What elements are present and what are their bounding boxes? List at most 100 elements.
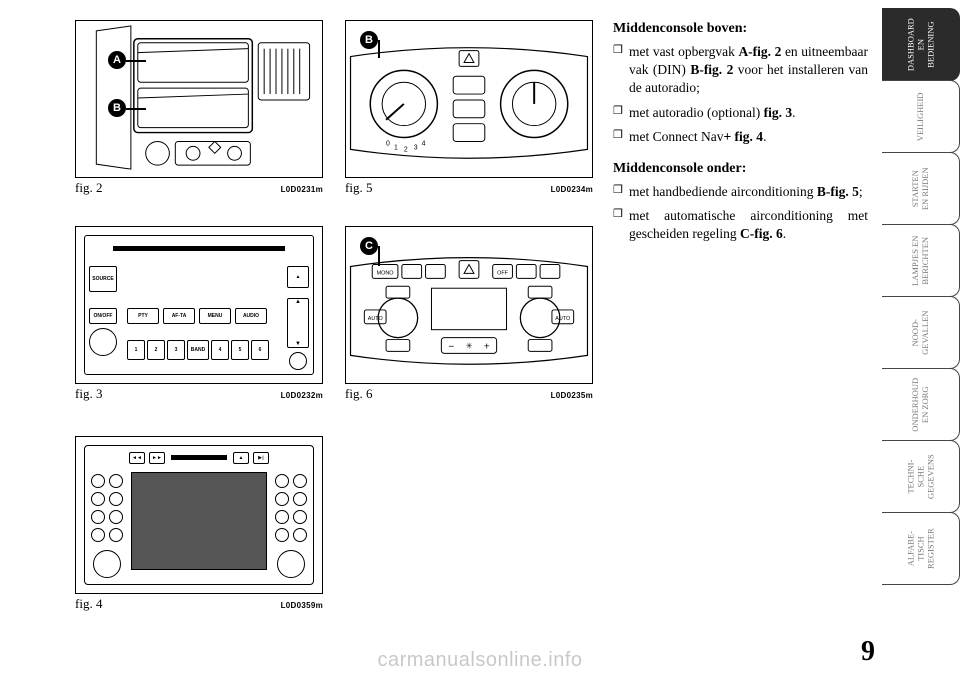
list-text: met autoradio (optional) fig. 3.: [629, 104, 868, 122]
tab-nood[interactable]: NOOD- GEVALLEN: [882, 296, 960, 369]
svg-text:+: +: [484, 341, 490, 352]
nav-btn-r5: [293, 510, 307, 524]
figure-2-block: A B fig. 2 L0D0231m: [75, 20, 323, 196]
nav-btn-l6: [109, 510, 123, 524]
nav-screen: [131, 472, 267, 570]
caption-code: L0D0231m: [281, 185, 323, 194]
figure-5-block: 0 1 2 3 4 B fig. 5 L0D0234m: [345, 20, 593, 196]
tab-register[interactable]: ALFABE- TISCH REGISTER: [882, 512, 960, 585]
figure-5-image: 0 1 2 3 4 B: [345, 20, 593, 178]
svg-text:MONO: MONO: [377, 270, 394, 276]
nav-eject: ▲: [233, 452, 249, 464]
caption-label: fig. 6: [345, 386, 372, 402]
preset-4: 4: [211, 340, 229, 360]
source-button: SOURCE: [89, 266, 117, 292]
svg-text:2: 2: [404, 146, 408, 153]
list-lower-console: ❒met handbediende airconditioning B-fig.…: [613, 183, 868, 244]
figure-4-image: ◄◄ ►► ▲ ▶||: [75, 436, 323, 594]
list-text: met Connect Nav+ fig. 4.: [629, 128, 868, 146]
figure-3-block: SOURCE ON/OFF ▲ ▲▼ PTY AF-TA MENU AUDIO …: [75, 226, 323, 402]
svg-text:1: 1: [394, 144, 398, 151]
heading-upper-console: Middenconsole boven:: [613, 20, 868, 39]
list-upper-console: ❒met vast opbergvak A-fig. 2 en uitneemb…: [613, 43, 868, 146]
svg-text:4: 4: [422, 140, 426, 147]
figure-2-image: A B: [75, 20, 323, 178]
caption-code: L0D0232m: [281, 391, 323, 400]
nav-btn-r8: [275, 528, 289, 542]
list-text: met vast opbergvak A-fig. 2 en uitneemba…: [629, 43, 868, 98]
page-number: 9: [861, 636, 875, 668]
radio-face: SOURCE ON/OFF ▲ ▲▼ PTY AF-TA MENU AUDIO …: [84, 235, 314, 375]
tab-veiligheid[interactable]: VEILIGHEID: [882, 80, 960, 153]
figure-3-caption: fig. 3 L0D0232m: [75, 386, 323, 402]
leader-line: [378, 40, 380, 58]
list-item: ❒met Connect Nav+ fig. 4.: [613, 128, 868, 146]
nav-unit: ◄◄ ►► ▲ ▶||: [84, 445, 314, 585]
list-item: ❒met vast opbergvak A-fig. 2 en uitneemb…: [613, 43, 868, 98]
nav-btn-r3: [293, 492, 307, 506]
bullet-icon: ❒: [613, 43, 629, 98]
fig5-illustration: 0 1 2 3 4: [346, 21, 592, 177]
nav-btn-r7: [293, 528, 307, 542]
preset-5: 5: [231, 340, 249, 360]
tab-starten[interactable]: STARTEN EN RIJDEN: [882, 152, 960, 225]
nav-prev: ◄◄: [129, 452, 145, 464]
nav-btn-r6: [275, 510, 289, 524]
svg-text:AUTO: AUTO: [555, 316, 570, 322]
callout-a: A: [108, 51, 126, 69]
nav-knob-left: [93, 550, 121, 578]
svg-text:OFF: OFF: [497, 270, 509, 276]
list-item: ❒met handbediende airconditioning B-fig.…: [613, 183, 868, 201]
seek-rocker: ▲▼: [287, 298, 309, 348]
preset-3: 3: [167, 340, 185, 360]
svg-text:0: 0: [386, 140, 390, 147]
eject-button: ▲: [287, 266, 309, 288]
caption-label: fig. 4: [75, 596, 102, 612]
svg-text:−: −: [448, 341, 454, 352]
bullet-icon: ❒: [613, 128, 629, 146]
list-text: met handbediende airconditioning B-fig. …: [629, 183, 868, 201]
right-knob: [289, 352, 307, 370]
bullet-icon: ❒: [613, 104, 629, 122]
afta-button: AF-TA: [163, 308, 195, 324]
nav-btn-l2: [109, 474, 123, 488]
nav-knob-right: [277, 550, 305, 578]
svg-text:✳: ✳: [466, 341, 473, 350]
callout-b: B: [360, 31, 378, 49]
band-button: BAND: [187, 340, 209, 360]
figure-6-image: MONO OFF AUTO AUTO: [345, 226, 593, 384]
bullet-icon: ❒: [613, 183, 629, 201]
tab-onderhoud[interactable]: ONDERHOUD EN ZORG: [882, 368, 960, 441]
nav-btn-r4: [275, 492, 289, 506]
figure-3-image: SOURCE ON/OFF ▲ ▲▼ PTY AF-TA MENU AUDIO …: [75, 226, 323, 384]
cd-slot: [171, 455, 227, 460]
callout-b: B: [108, 99, 126, 117]
nav-btn-r2: [275, 474, 289, 488]
leader-line: [126, 60, 146, 62]
chapter-tabs: DASHBOARD EN BEDIENING VEILIGHEID STARTE…: [882, 8, 960, 584]
menu-button: MENU: [199, 308, 231, 324]
list-item: ❒met autoradio (optional) fig. 3.: [613, 104, 868, 122]
nav-btn-l7: [91, 528, 105, 542]
callout-c: C: [360, 237, 378, 255]
nav-btn-l5: [91, 510, 105, 524]
preset-1: 1: [127, 340, 145, 360]
manual-page: A B fig. 2 L0D0231m SOURCE ON/OFF ▲ ▲▼: [75, 8, 877, 670]
figure-4-caption: fig. 4 L0D0359m: [75, 596, 323, 612]
leader-line: [126, 108, 146, 110]
svg-text:AUTO: AUTO: [368, 316, 383, 322]
caption-label: fig. 2: [75, 180, 102, 196]
fig6-illustration: MONO OFF AUTO AUTO: [346, 227, 592, 383]
tab-dashboard[interactable]: DASHBOARD EN BEDIENING: [882, 8, 960, 81]
tab-lampjes[interactable]: LAMPJES EN BERICHTEN: [882, 224, 960, 297]
tab-technische[interactable]: TECHNI- SCHE GEGEVENS: [882, 440, 960, 513]
caption-code: L0D0359m: [281, 601, 323, 610]
nav-stop: ▶||: [253, 452, 269, 464]
nav-btn-r1: [293, 474, 307, 488]
figure-6-block: MONO OFF AUTO AUTO: [345, 226, 593, 402]
audio-button: AUDIO: [235, 308, 267, 324]
nav-btn-l4: [109, 492, 123, 506]
caption-code: L0D0235m: [551, 391, 593, 400]
figure-6-caption: fig. 6 L0D0235m: [345, 386, 593, 402]
caption-label: fig. 5: [345, 180, 372, 196]
